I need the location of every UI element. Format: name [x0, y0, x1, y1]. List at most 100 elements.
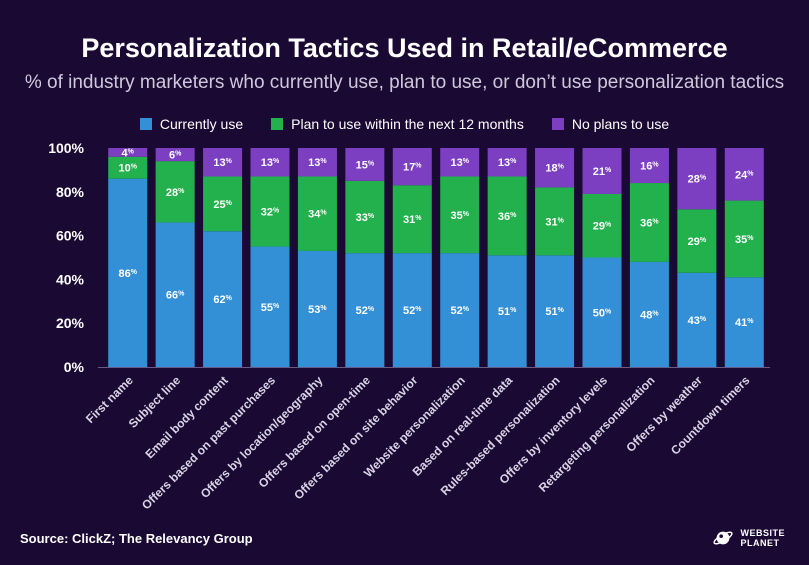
x-tick-label: Countdown timers	[668, 373, 753, 458]
bar-segment	[535, 148, 575, 188]
bar-segment	[677, 272, 717, 367]
brand-line-2: PLANET	[740, 538, 780, 548]
bar-segment	[297, 176, 337, 251]
legend-swatch-no-plans	[551, 118, 564, 130]
data-label: 41%	[735, 317, 754, 329]
bar-segment	[440, 253, 480, 367]
legend-label-currently-use: Currently use	[159, 116, 244, 132]
bar-segment	[392, 185, 432, 254]
data-label: 35%	[735, 234, 754, 246]
legend-item-currently-use: Currently use	[139, 116, 244, 132]
data-label: 31%	[545, 216, 564, 228]
data-label: 43%	[688, 315, 707, 327]
data-label: 28%	[166, 187, 185, 199]
y-tick-label: 60%	[56, 228, 85, 244]
data-label: 29%	[688, 236, 707, 248]
bar-segment	[487, 176, 527, 256]
bar-segment	[629, 148, 669, 184]
data-label: 16%	[640, 161, 659, 173]
y-tick-label: 100%	[48, 140, 84, 156]
data-label: 51%	[498, 306, 517, 318]
bar-segment	[724, 200, 764, 278]
data-label: 50%	[593, 307, 612, 319]
data-label: 6%	[169, 150, 182, 162]
bar-segment	[629, 261, 669, 367]
data-label: 53%	[308, 304, 327, 316]
data-label: 28%	[688, 174, 707, 186]
data-label: 13%	[498, 157, 517, 169]
data-label: 35%	[450, 210, 469, 222]
legend-label-no-plans: No plans to use	[571, 116, 670, 132]
legend-item-plan-to-use: Plan to use within the next 12 months	[271, 116, 524, 132]
x-tick-label: Email body content	[143, 373, 231, 461]
data-label: 31%	[403, 214, 422, 226]
chart-subtitle: % of industry marketers who currently us…	[24, 72, 785, 93]
legend-swatch-currently-use	[139, 118, 152, 130]
data-label: 36%	[498, 211, 517, 223]
y-tick-label: 80%	[56, 184, 85, 200]
data-label: 36%	[640, 217, 659, 229]
bar-segment	[250, 246, 290, 367]
chart-legend: Currently use Plan to use within the nex…	[0, 116, 809, 132]
planet-logo-icon	[713, 531, 734, 545]
bar-segment	[345, 148, 385, 181]
bar-segment	[345, 180, 385, 254]
bar-segment	[535, 187, 575, 256]
bar-segment	[108, 178, 148, 367]
bar-segment	[108, 148, 148, 157]
data-label: 13%	[261, 157, 280, 169]
data-label: 13%	[308, 157, 327, 169]
bar-segment	[392, 253, 432, 367]
data-label: 4%	[122, 147, 135, 159]
bar-segment	[582, 257, 622, 367]
data-label: 21%	[593, 166, 612, 178]
data-label: 18%	[545, 163, 564, 175]
bar-segment	[487, 255, 527, 367]
bar-segment	[582, 148, 622, 194]
bar-segment	[297, 148, 337, 177]
bar-segment	[108, 156, 148, 179]
data-label: 51%	[545, 306, 564, 318]
brand-logo: WEBSITE PLANET	[712, 527, 785, 549]
bar-segment	[440, 148, 480, 177]
data-label: 33%	[356, 212, 375, 224]
bar-segment	[487, 148, 527, 177]
data-label: 34%	[308, 209, 327, 221]
bar-segment	[724, 277, 764, 367]
bar-segment	[203, 176, 243, 232]
bar-segment	[724, 148, 764, 201]
legend-swatch-plan-to-use	[271, 118, 284, 130]
data-label: 10%	[118, 163, 137, 175]
bar-segment	[535, 255, 575, 367]
data-label: 52%	[450, 305, 469, 317]
data-label: 15%	[356, 159, 375, 171]
data-label: 29%	[593, 221, 612, 233]
data-label: 32%	[261, 207, 280, 219]
data-label: 17%	[403, 162, 422, 174]
data-label: 13%	[213, 157, 232, 169]
y-tick-label: 40%	[56, 271, 85, 287]
bar-segment	[203, 148, 243, 177]
brand-line-1: WEBSITE	[740, 528, 785, 538]
bar-segment	[297, 250, 337, 367]
chart-title: Personalization Tactics Used in Retail/e…	[81, 33, 728, 63]
y-tick-label: 20%	[56, 315, 85, 331]
data-label: 24%	[735, 169, 754, 181]
bar-segment	[440, 176, 480, 254]
data-label: 86%	[118, 268, 137, 280]
data-label: 25%	[213, 199, 232, 211]
bar-segment	[629, 183, 669, 262]
data-label: 55%	[261, 302, 280, 314]
bar-segment	[392, 148, 432, 186]
bar-segment	[203, 231, 243, 367]
y-tick-label: 0%	[64, 359, 85, 375]
bar-segment	[677, 148, 717, 210]
data-label: 52%	[403, 305, 422, 317]
bar-segment	[582, 193, 622, 258]
bar-segment	[345, 253, 385, 367]
bar-segment	[250, 148, 290, 177]
data-label: 52%	[356, 305, 375, 317]
brand-name: WEBSITE PLANET	[740, 528, 785, 548]
legend-label-plan-to-use: Plan to use within the next 12 months	[291, 116, 524, 132]
